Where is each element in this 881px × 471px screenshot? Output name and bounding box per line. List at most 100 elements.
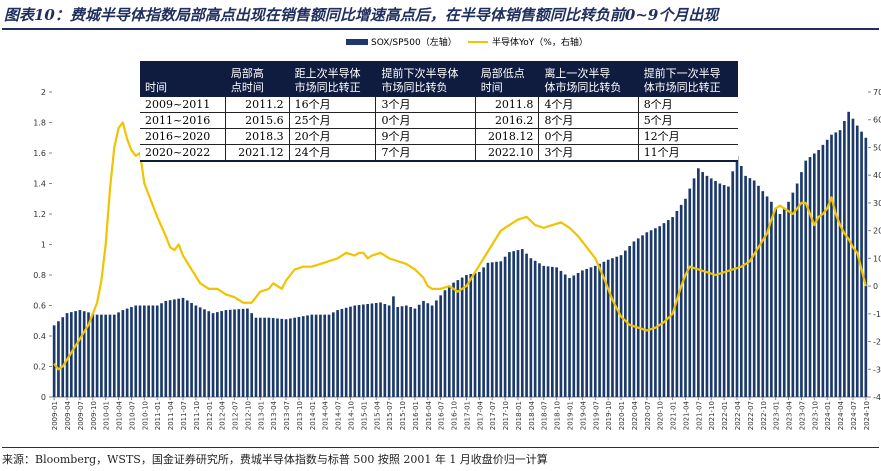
bar [697, 168, 700, 397]
x-tick-label: 2013-01 [257, 401, 265, 430]
bar [353, 305, 357, 397]
x-tick-label: 2022-10 [760, 401, 768, 430]
x-tick-label: 2022-07 [747, 401, 755, 430]
bar [761, 191, 765, 397]
bar [211, 313, 215, 397]
bar [684, 198, 687, 397]
x-tick-label: 2021-04 [682, 400, 690, 430]
table-row: 2009~2011 2011.2 16个月 3个月 2011.8 4个月 8个月 [140, 97, 738, 113]
bar [130, 307, 133, 397]
x-tick-label: 2019-01 [567, 401, 575, 430]
bar [362, 304, 365, 397]
bar [714, 180, 717, 397]
bar [551, 266, 554, 397]
title-row: 图表10：费城半导体指数局部高点出现在销售额同比增速高点后，在半导体销售额同比转… [0, 0, 881, 30]
bar [615, 256, 619, 397]
table-cell: 2011.8 [475, 97, 540, 113]
x-tick-label: 2012-01 [206, 401, 214, 430]
x-tick-label: 2016-01 [412, 401, 420, 430]
bar [490, 262, 494, 397]
table-header-row: 时间 局部高 点时间 距上次半导体 市场同比转正 提前下次半导体 市场同比转负 局部低点 时间离… [140, 61, 739, 97]
bar [482, 267, 485, 397]
bar [800, 172, 803, 397]
line-series [53, 121, 867, 371]
table-cell: 25个月 [289, 112, 377, 129]
bar [160, 303, 163, 397]
x-tick-label: 2020-01 [618, 401, 626, 430]
bar [709, 178, 713, 397]
x-tick-label: 2016-04 [425, 400, 433, 430]
table-cell: 7个月 [375, 144, 476, 162]
bar [366, 303, 369, 397]
legend-label-bar: SOX/SP500（左轴） [371, 36, 457, 48]
bar [104, 314, 108, 397]
bar [748, 178, 752, 397]
x-tick-label: 2009-04 [64, 400, 72, 430]
bar [692, 178, 696, 397]
bar [370, 303, 374, 397]
x-tick-label: 2010-10 [141, 401, 149, 430]
x-tick-label: 2013-07 [283, 401, 291, 430]
table-body: 2009~2011 2011.2 16个月 3个月 2011.8 4个月 8个月 2011~2… [140, 97, 738, 162]
bar [658, 226, 662, 397]
chart-title: 图表10：费城半导体指数局部高点出现在销售额同比增速高点后，在半导体销售额同比转… [4, 6, 719, 24]
bar [276, 318, 279, 397]
bar [173, 299, 176, 397]
bar [417, 304, 421, 397]
table-header-cell: 距上次半导体 市场同比转正 [289, 61, 377, 97]
x-tick-label: 2015-10 [399, 401, 407, 430]
x-tick-label: 2011-01 [154, 401, 162, 430]
x-tick-label: 2018-04 [528, 400, 536, 430]
bar [87, 312, 90, 397]
x-tick-label: 2024-07 [850, 401, 858, 430]
bar [155, 305, 159, 397]
y-right-tick-label: 10 [873, 254, 881, 263]
bar [778, 214, 782, 397]
bar [430, 305, 434, 397]
x-tick-label: 2009-10 [90, 401, 98, 430]
bar [645, 232, 649, 397]
table-cell: 8个月 [638, 97, 738, 113]
x-tick-label: 2023-01 [773, 401, 781, 430]
x-tick-label: 2015-04 [373, 400, 381, 430]
bar [357, 304, 361, 397]
bar [542, 265, 546, 397]
bar [744, 175, 747, 397]
x-tick-label: 2010-01 [103, 401, 111, 430]
bar [147, 305, 150, 397]
table-cell: 2011.2 [225, 97, 290, 113]
bar [177, 298, 181, 397]
x-tick-label: 2020-04 [631, 400, 639, 430]
table-cell: 2015.6 [225, 112, 290, 129]
x-tick-label: 2014-10 [347, 401, 355, 430]
legend-swatch-bar [346, 39, 368, 45]
bar [181, 297, 185, 397]
bar [78, 310, 82, 397]
bar [688, 188, 692, 397]
bar [529, 258, 533, 397]
bar [327, 314, 331, 397]
table-cell: 2021.12 [225, 144, 290, 162]
bar [804, 160, 808, 397]
bar [190, 302, 193, 397]
x-tick-label: 2014-07 [335, 401, 343, 430]
table-row: 2011~2016 2015.6 25个月 0个月 2016.2 8个月 5个月 [140, 112, 738, 129]
bar [237, 309, 241, 397]
y-left-tick-label: 2 [41, 88, 46, 97]
bar [598, 263, 601, 397]
x-tick-label: 2017-10 [502, 401, 510, 430]
bar [817, 149, 820, 397]
bar [808, 157, 812, 397]
bar [250, 313, 254, 397]
x-tick-label: 2024-01 [824, 401, 832, 430]
bar [679, 204, 683, 397]
bar [387, 305, 391, 397]
x-tick-label: 2019-04 [579, 400, 587, 430]
bar [271, 318, 275, 397]
x-tick-label: 2023-10 [811, 401, 819, 430]
x-tick-label: 2011-04 [167, 400, 175, 430]
table-cell: 8个月 [538, 112, 639, 129]
bar [611, 258, 614, 397]
bar [555, 267, 558, 397]
bar [757, 185, 760, 397]
